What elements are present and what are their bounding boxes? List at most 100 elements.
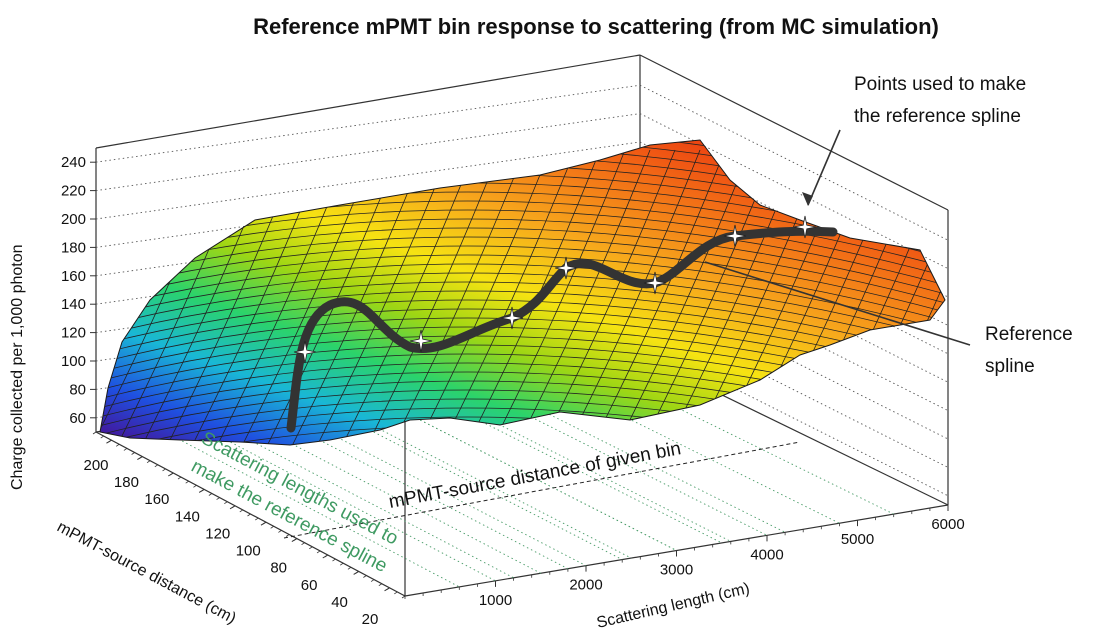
- chart-title: Reference mPMT bin response to scatterin…: [253, 14, 939, 39]
- floor-grid-line: [531, 369, 840, 524]
- y-minor-tick: [386, 587, 390, 591]
- mesh-line: [100, 308, 945, 380]
- reference-spline: [286, 226, 838, 433]
- y-minor-tick: [185, 480, 189, 484]
- x-tick-label: 4000: [750, 546, 783, 563]
- z-axis-label: Charge collected per 1,000 photon: [9, 244, 26, 490]
- y-minor-tick: [394, 591, 398, 595]
- spline-point: [793, 215, 817, 239]
- spline-point: [293, 340, 317, 364]
- z-tick-label: 60: [69, 410, 86, 427]
- y-minor-tick: [200, 489, 205, 492]
- y-minor-tick: [154, 464, 159, 468]
- y-tick-label: 100: [236, 543, 261, 560]
- y-tick-label: 120: [205, 525, 230, 542]
- y-minor-tick: [239, 509, 243, 513]
- floor-grid-line: [313, 400, 623, 561]
- back-grid-line: [95, 113, 641, 192]
- mesh-line: [100, 245, 945, 317]
- mesh-line: [100, 254, 945, 326]
- y-minor-tick: [355, 571, 359, 574]
- floor-grid: [150, 362, 894, 588]
- y-minor-tick: [401, 595, 406, 599]
- y-tick-label: 40: [331, 594, 348, 611]
- y-minor-tick: [231, 505, 236, 509]
- mesh-line: [334, 149, 476, 445]
- spline-point: [409, 329, 433, 353]
- spline-points: [293, 215, 817, 364]
- y-minor-tick: [285, 534, 290, 537]
- y-minor-tick: [115, 443, 120, 447]
- y-minor-tick: [177, 476, 182, 480]
- y-minor-tick: [224, 501, 228, 505]
- y-tick-label: 160: [144, 491, 169, 508]
- spline-annotation-line: [704, 261, 971, 346]
- y-tick-label: 180: [114, 474, 139, 491]
- y-tick-label: 200: [83, 457, 108, 474]
- spline-point: [723, 224, 747, 248]
- y-minor-tick: [347, 566, 352, 570]
- y-minor-tick: [170, 472, 174, 476]
- z-tick-label: 160: [61, 268, 86, 285]
- points-annotation-arrow: [807, 129, 841, 206]
- z-tick-label: 220: [61, 183, 86, 200]
- y-minor-tick: [193, 484, 197, 488]
- x-axis-label: Scattering length (cm): [595, 580, 751, 632]
- scatter-length-guide: [458, 380, 768, 536]
- y-minor-tick: [370, 579, 375, 582]
- bin-distance-label: mPMT-source distance of given bin: [387, 438, 683, 513]
- z-tick-label: 140: [61, 296, 86, 313]
- y-minor-tick: [131, 452, 135, 455]
- back-grid-line: [639, 283, 949, 440]
- floor-grid-line: [476, 377, 786, 533]
- mesh-line: [100, 317, 945, 389]
- floor-grid-line: [367, 393, 677, 551]
- spline-point: [643, 271, 667, 295]
- y-minor-tick: [216, 497, 220, 500]
- y-minor-tick: [100, 435, 104, 439]
- y-minor-tick: [324, 554, 328, 558]
- mesh-line: [934, 149, 945, 445]
- mesh-line: [100, 290, 945, 362]
- bin-distance-line: [283, 441, 801, 539]
- y-minor-tick: [262, 521, 267, 525]
- x-tick-label: 5000: [841, 531, 874, 548]
- back-grid-line: [639, 340, 949, 497]
- y-tick-label: 60: [301, 577, 318, 594]
- spline-point: [554, 256, 578, 280]
- y-minor-tick: [247, 513, 251, 517]
- y-tick-label: 80: [270, 560, 287, 577]
- y-minor-tick: [139, 456, 143, 459]
- x-axis: 1000 2000 3000 4000 5000 6000: [404, 505, 965, 609]
- y-tick-label: 140: [175, 508, 200, 525]
- back-grid-line: [639, 113, 949, 270]
- spline-point: [500, 306, 524, 330]
- spline-annotation-line1: Reference: [985, 324, 1073, 345]
- y-minor-tick: [363, 575, 367, 578]
- y-minor-tick: [309, 546, 313, 550]
- mesh-line: [100, 299, 945, 371]
- x-tick-label: 1000: [479, 592, 512, 609]
- scatter-length-guide: [277, 405, 587, 567]
- y-minor-tick: [378, 583, 383, 587]
- y-tick-label: 20: [362, 611, 379, 628]
- y-minor-tick: [301, 542, 305, 546]
- z-tick-label: 80: [69, 381, 86, 398]
- z-tick-label: 100: [61, 353, 86, 370]
- y-minor-tick: [92, 431, 97, 435]
- back-grid-line: [639, 84, 949, 241]
- points-annotation-line2: the reference spline: [854, 106, 1021, 127]
- floor-grid-line: [585, 362, 894, 515]
- y-minor-tick: [123, 448, 128, 451]
- mesh-line: [960, 150, 1100, 460]
- y-minor-tick: [278, 530, 282, 533]
- z-axis: 60 80 100 120 140 160 180 200 220 240: [61, 154, 96, 427]
- mesh-line: [100, 272, 945, 344]
- back-grid-line: [95, 141, 641, 220]
- y-minor-tick: [316, 550, 321, 554]
- scatter-length-guide: [322, 399, 632, 559]
- y-minor-tick: [146, 460, 151, 464]
- y-minor-tick: [255, 517, 259, 521]
- y-minor-tick: [293, 538, 298, 541]
